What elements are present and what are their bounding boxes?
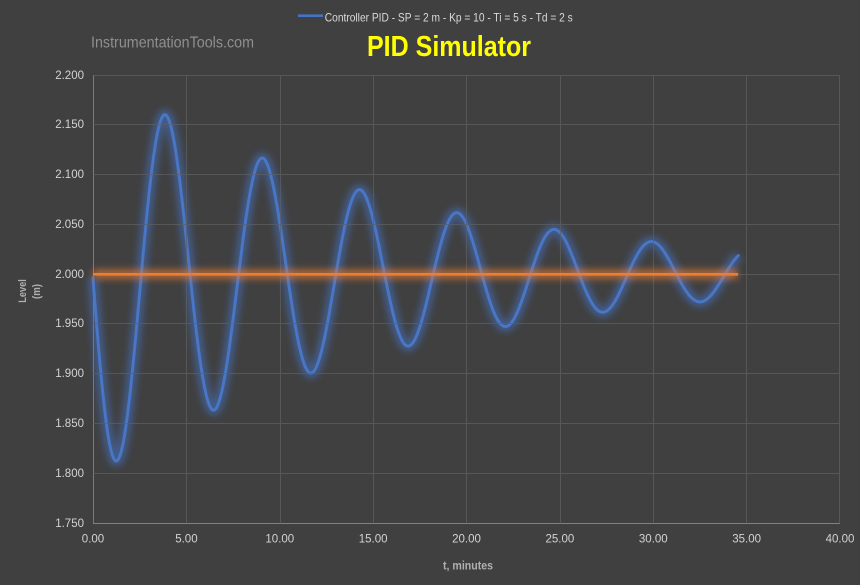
svg-text:40.00: 40.00 — [826, 534, 855, 546]
svg-text:5.00: 5.00 — [175, 534, 197, 546]
svg-text:20.00: 20.00 — [452, 534, 481, 546]
svg-text:15.00: 15.00 — [359, 534, 388, 546]
svg-text:1.900: 1.900 — [55, 368, 84, 380]
svg-text:PID Simulator: PID Simulator — [367, 31, 531, 63]
svg-text:2.150: 2.150 — [55, 119, 84, 131]
svg-text:t, minutes: t, minutes — [443, 559, 493, 573]
svg-text:Level: Level — [17, 279, 29, 303]
svg-text:2.100: 2.100 — [55, 169, 84, 181]
svg-text:(m): (m) — [31, 284, 43, 299]
svg-text:30.00: 30.00 — [639, 534, 668, 546]
svg-text:2.000: 2.000 — [55, 269, 84, 281]
svg-text:1.950: 1.950 — [55, 318, 84, 330]
svg-text:2.050: 2.050 — [55, 219, 84, 231]
svg-text:Controller PID - SP = 2 m - Kp: Controller PID - SP = 2 m - Kp = 10 - Ti… — [325, 10, 573, 24]
svg-text:InstrumentationTools.com: InstrumentationTools.com — [91, 34, 254, 51]
svg-text:1.850: 1.850 — [55, 418, 84, 430]
svg-text:35.00: 35.00 — [732, 534, 761, 546]
svg-text:25.00: 25.00 — [546, 534, 575, 546]
svg-text:1.750: 1.750 — [55, 518, 84, 530]
svg-text:2.200: 2.200 — [55, 70, 84, 82]
svg-text:0.00: 0.00 — [82, 534, 104, 546]
svg-text:10.00: 10.00 — [265, 534, 294, 546]
svg-text:1.800: 1.800 — [55, 468, 84, 480]
